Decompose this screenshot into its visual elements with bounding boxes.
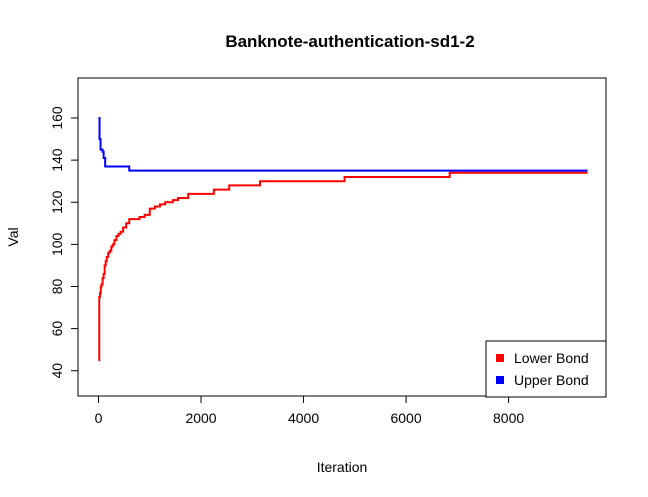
x-axis-label: Iteration: [317, 459, 368, 475]
chart-title: Banknote-authentication-sd1-2: [225, 32, 474, 51]
y-axis: 40 60 80 100 120 140 160: [49, 106, 79, 379]
y-tick-label: 160: [49, 106, 65, 130]
x-tick-label: 8000: [493, 410, 524, 426]
y-tick-label: 140: [49, 148, 65, 172]
y-tick-label: 100: [49, 232, 65, 256]
legend-swatch-lower-bond: [496, 354, 504, 362]
y-tick-label: 60: [49, 321, 65, 337]
x-tick-label: 2000: [185, 410, 216, 426]
x-axis: 0 2000 4000 6000 8000: [95, 395, 524, 426]
legend-label-lower-bond: Lower Bond: [514, 350, 589, 366]
y-tick-label: 120: [49, 190, 65, 214]
y-axis-label: Val: [5, 227, 21, 246]
legend-swatch-upper-bond: [496, 376, 504, 384]
x-tick-label: 6000: [390, 410, 421, 426]
x-tick-label: 4000: [288, 410, 319, 426]
series-line-upper-bond: [98, 117, 588, 172]
series-layer: [98, 117, 588, 362]
legend: Lower Bond Upper Bond: [485, 340, 607, 398]
y-tick-label: 80: [49, 278, 65, 294]
legend-label-upper-bond: Upper Bond: [514, 372, 589, 388]
x-tick-label: 0: [95, 410, 103, 426]
legend-box: [485, 340, 607, 398]
series-line-lower-bond: [98, 171, 588, 362]
y-tick-label: 40: [49, 363, 65, 379]
